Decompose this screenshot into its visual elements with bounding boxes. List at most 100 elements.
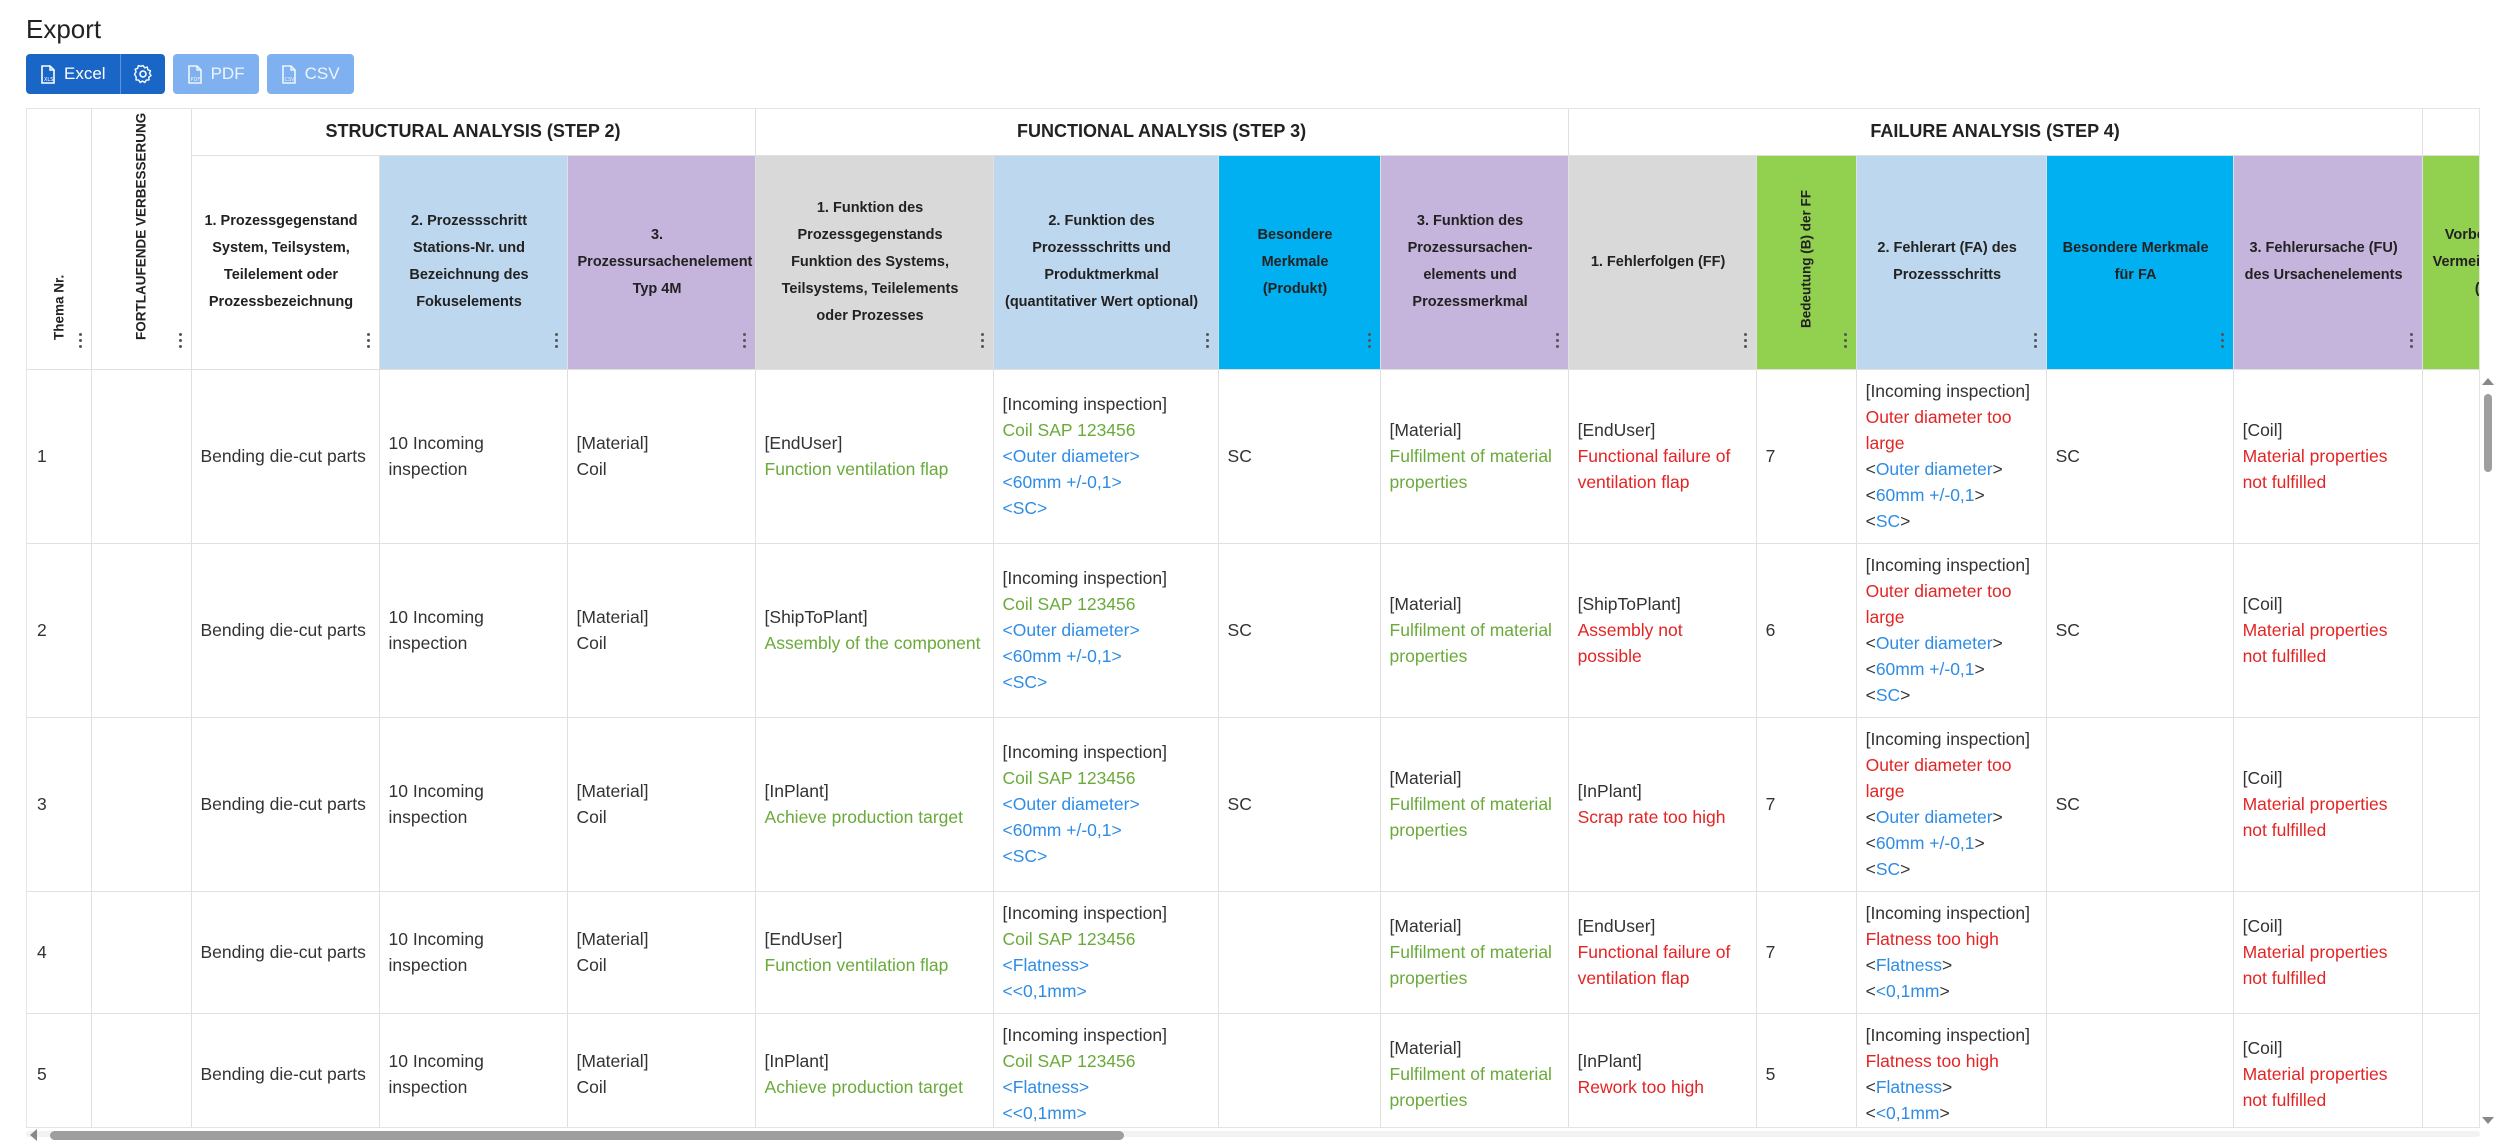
kebab-menu-icon[interactable] (2409, 332, 2414, 349)
cell-failure-cause: [Coil] Material properties not fulfilled (2233, 1013, 2423, 1127)
function-text: Fulfilment of material properties (1389, 1064, 1552, 1110)
category-tag: [Coil] (2242, 1038, 2283, 1058)
excel-export-button[interactable]: XLS Excel (26, 54, 120, 94)
excel-settings-button[interactable] (119, 54, 165, 94)
cell-severity: 6 (1756, 543, 1857, 718)
cell-special-characteristics-fa: SC (2046, 369, 2234, 544)
failure-text: Assembly not possible (1577, 620, 1683, 666)
kebab-menu-icon[interactable] (1367, 332, 1372, 349)
cell-severity: 7 (1756, 369, 1857, 544)
cell-cause-element: [Material] Coil (567, 543, 756, 718)
angle-close: > (1941, 955, 1953, 975)
column-header-label: 1. Prozessgegenstand System, Teilsystem,… (204, 213, 358, 310)
category-tag: [Material] (576, 607, 649, 627)
cell-process-step: 10 Incoming inspection (379, 543, 568, 718)
column-header-process-step[interactable]: 2. Prozessschritt Stations-Nr. und Bezei… (379, 155, 568, 370)
category-tag: [Coil] (2242, 916, 2283, 936)
scrollbar-thumb[interactable] (2484, 394, 2492, 472)
horizontal-scrollbar[interactable] (26, 1126, 2480, 1142)
cell-thema: 4 (27, 891, 92, 1014)
column-header-label: 2. Funktion des Prozessschritts und Prod… (1004, 213, 1199, 310)
characteristic-value: <60mm +/-0,1> (1002, 472, 1122, 492)
category-tag: [Incoming inspection] (1002, 742, 1167, 762)
cell-process-step: 10 Incoming inspection (379, 1013, 568, 1127)
column-header-function-cause[interactable]: 3. Funktion des Prozessursachen-elements… (1380, 155, 1569, 370)
kebab-menu-icon[interactable] (2033, 332, 2038, 349)
angle-close: > (1939, 981, 1950, 1001)
gear-icon (133, 64, 153, 84)
kebab-menu-icon[interactable] (1743, 332, 1748, 349)
kebab-menu-icon[interactable] (366, 332, 371, 349)
category-tag: [Coil] (2242, 768, 2283, 788)
column-header-cause-element[interactable]: 3. Prozessursachenelement Typ 4M (567, 155, 756, 370)
scrollbar-track (26, 1131, 2480, 1137)
vertical-scrollbar[interactable] (2480, 372, 2496, 1128)
table-row[interactable]: 1 Bending die-cut parts 10 Incoming insp… (27, 369, 2479, 544)
cell-special-characteristics (1218, 1013, 1381, 1127)
column-header-special-characteristics[interactable]: Besondere Merkmale (Produkt) (1218, 155, 1381, 370)
scroll-up-arrow[interactable] (2482, 378, 2494, 385)
kebab-menu-icon[interactable] (1555, 332, 1560, 349)
characteristic-sc: <SC> (1002, 672, 1048, 692)
column-header-fortlaufende[interactable]: FORTLAUFENDE VERBESSERUNG (91, 109, 192, 370)
category-tag: [Incoming inspection] (1865, 555, 2030, 575)
table-row[interactable]: 2 Bending die-cut parts 10 Incoming insp… (27, 543, 2479, 718)
column-header-special-characteristics-fa[interactable]: Besondere Merkmale für FA (2046, 155, 2234, 370)
kebab-menu-icon[interactable] (1843, 332, 1848, 349)
column-header-function-step[interactable]: 2. Funktion des Prozessschritts und Prod… (993, 155, 1219, 370)
characteristic: <Outer diameter> (1002, 446, 1140, 466)
column-header-label: 1. Funktion des Prozessgegenstands Funkt… (781, 199, 959, 324)
table-row[interactable]: 5 Bending die-cut parts 10 Incoming insp… (27, 1013, 2479, 1127)
pdf-export-button[interactable]: PDF PDF (172, 54, 259, 94)
kebab-menu-icon[interactable] (78, 332, 83, 349)
kebab-menu-icon[interactable] (1205, 332, 1210, 349)
scrollbar-thumb[interactable] (50, 1131, 1124, 1140)
function-text: Fulfilment of material properties (1389, 942, 1552, 988)
element-name: Coil (576, 955, 607, 975)
table-row[interactable]: 3 Bending die-cut parts 10 Incoming insp… (27, 717, 2479, 892)
function-text: Function ventilation flap (764, 459, 949, 479)
category-tag: [Material] (1389, 768, 1462, 788)
cell-function-cause: [Material] Fulfilment of material propert… (1380, 717, 1569, 892)
column-header-prevention[interactable]: Vorbeugende Vermeidungsmaßnahme (VM) (2422, 155, 2479, 370)
angle-close: > (1992, 633, 2003, 653)
scroll-left-arrow[interactable] (30, 1129, 37, 1141)
failure-text: Flatness too high (1865, 1051, 1999, 1071)
angle-open: < (1865, 633, 1876, 653)
angle-open: < (1865, 485, 1876, 505)
kebab-menu-icon[interactable] (178, 332, 183, 349)
column-header-failure-effects[interactable]: 1. Fehlerfolgen (FF) (1568, 155, 1757, 370)
cell-cause-element: [Material] Coil (567, 369, 756, 544)
category-tag: [Material] (576, 433, 649, 453)
column-header-severity[interactable]: Bedeutung (B) der FF (1756, 155, 1857, 370)
column-header-failure-cause[interactable]: 3. Fehlerursache (FU) des Ursachenelemen… (2233, 155, 2423, 370)
cell-fortlaufende (91, 891, 192, 1014)
kebab-menu-icon[interactable] (554, 332, 559, 349)
cell-failure-cause: [Coil] Material properties not fulfilled (2233, 369, 2423, 544)
angle-open: < (1865, 807, 1876, 827)
column-header-failure-mode[interactable]: 2. Fehlerart (FA) des Prozessschritts (1856, 155, 2047, 370)
failure-text: Rework too high (1577, 1077, 1705, 1097)
cell-special-characteristics: SC (1218, 717, 1381, 892)
file-pdf-icon: PDF (187, 64, 203, 84)
column-header-process-item[interactable]: 1. Prozessgegenstand System, Teilsystem,… (191, 155, 380, 370)
column-header-thema[interactable]: Thema Nr. (27, 109, 92, 370)
cell-failure-effects: [InPlant] Scrap rate too high (1568, 717, 1757, 892)
kebab-menu-icon[interactable] (742, 332, 747, 349)
kebab-menu-icon[interactable] (980, 332, 985, 349)
cell-function-item: [EndUser] Function ventilation flap (755, 891, 994, 1014)
angle-open: < (1865, 685, 1876, 705)
characteristic: <Outer diameter> (1002, 620, 1140, 640)
angle-close: > (1939, 1103, 1950, 1123)
cell-function-item: [EndUser] Function ventilation flap (755, 369, 994, 544)
column-header-function-item[interactable]: 1. Funktion des Prozessgegenstands Funkt… (755, 155, 994, 370)
category-tag: [ShipToPlant] (1577, 594, 1681, 614)
failure-text: Material properties not fulfilled (2242, 794, 2388, 840)
kebab-menu-icon[interactable] (2220, 332, 2225, 349)
category-tag: [ShipToPlant] (764, 607, 868, 627)
table-row[interactable]: 4 Bending die-cut parts 10 Incoming insp… (27, 891, 2479, 1014)
csv-export-button[interactable]: CSV CSV (266, 54, 354, 94)
scroll-down-arrow[interactable] (2482, 1117, 2494, 1124)
function-text: Coil SAP 123456 (1002, 1051, 1136, 1071)
function-text: Fulfilment of material properties (1389, 620, 1552, 666)
